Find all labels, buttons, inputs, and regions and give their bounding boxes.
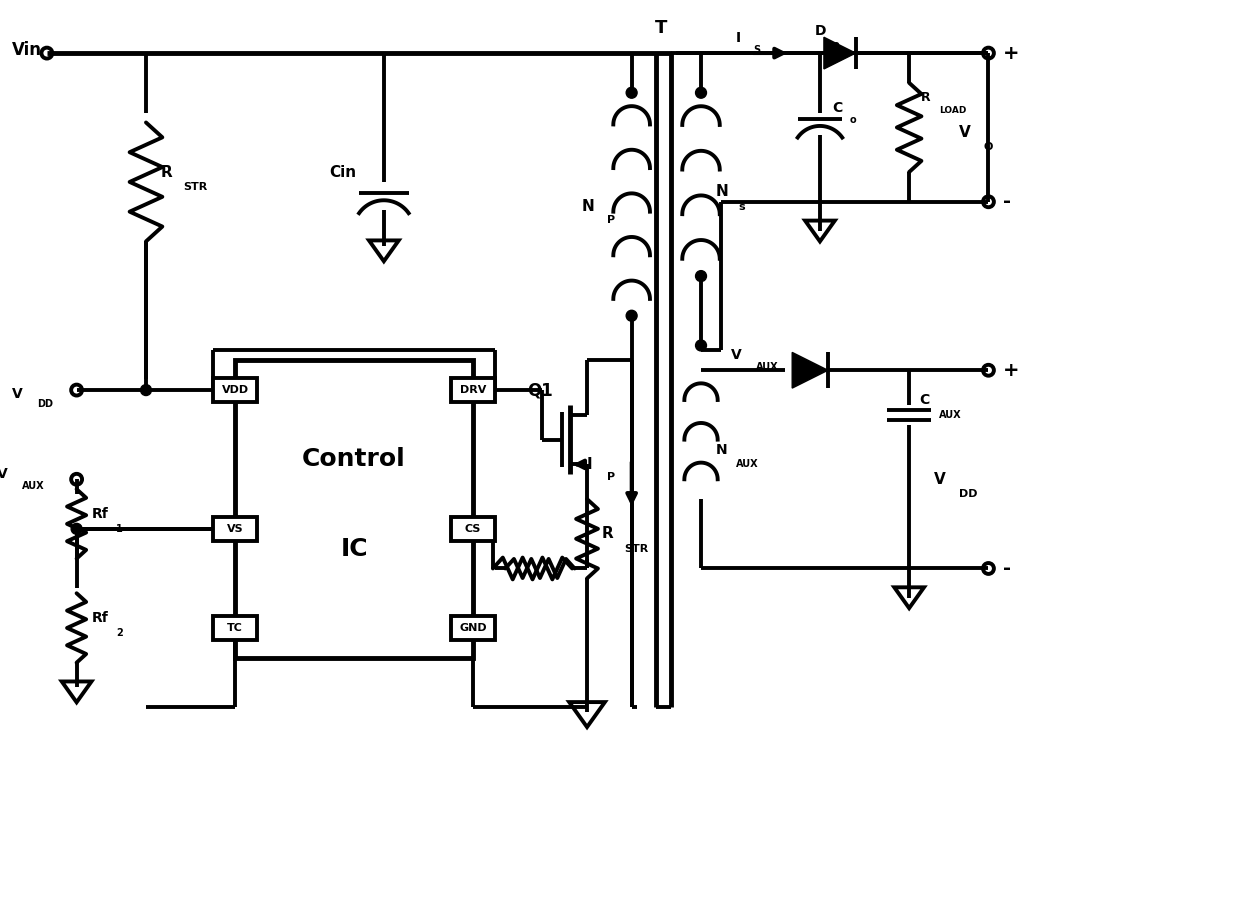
Text: DRV: DRV — [460, 385, 486, 395]
Text: C: C — [831, 101, 843, 115]
Text: STR: STR — [183, 182, 208, 192]
Text: Rf: Rf — [92, 507, 108, 521]
Text: VS: VS — [227, 524, 244, 534]
Text: AUX: AUX — [736, 459, 758, 469]
Text: P: P — [607, 215, 615, 225]
Text: C: C — [919, 393, 929, 407]
Bar — [213, 517, 258, 541]
Text: N: N — [582, 199, 595, 215]
Text: Vin: Vin — [12, 41, 42, 59]
Bar — [451, 517, 496, 541]
Polygon shape — [792, 353, 828, 388]
Text: N: N — [716, 185, 729, 199]
Text: V: V — [959, 125, 970, 140]
Bar — [213, 378, 258, 402]
Text: -: - — [1004, 559, 1011, 578]
Text: Q1: Q1 — [528, 381, 554, 399]
Text: +: + — [1004, 44, 1020, 63]
Text: V: V — [934, 472, 945, 487]
Text: o: o — [850, 115, 856, 125]
Text: N: N — [716, 443, 727, 456]
Text: +: + — [1004, 361, 1020, 380]
Bar — [235, 360, 473, 658]
Circle shape — [695, 340, 706, 351]
Text: DD: DD — [959, 489, 978, 499]
Circle shape — [695, 87, 706, 98]
Text: I: I — [736, 31, 741, 45]
Text: o: o — [833, 40, 840, 50]
Text: AUX: AUX — [756, 363, 778, 373]
Text: s: s — [738, 202, 746, 212]
Text: R: R — [921, 91, 930, 105]
Circle shape — [695, 271, 706, 282]
Text: V: V — [731, 348, 741, 363]
Circle shape — [626, 87, 637, 98]
Text: AUX: AUX — [939, 410, 961, 420]
Text: I: I — [587, 457, 592, 472]
Bar — [451, 616, 496, 640]
Text: D: D — [815, 25, 826, 38]
Text: Cin: Cin — [330, 165, 357, 180]
Text: T: T — [655, 19, 668, 37]
Circle shape — [626, 310, 637, 321]
Circle shape — [71, 524, 82, 534]
Text: O: O — [984, 142, 992, 152]
Text: CS: CS — [465, 524, 481, 534]
Text: V: V — [12, 387, 24, 401]
Text: 1: 1 — [116, 524, 123, 534]
Text: VDD: VDD — [222, 385, 249, 395]
Text: AUX: AUX — [22, 481, 45, 491]
Circle shape — [140, 385, 151, 395]
Text: Control: Control — [302, 447, 406, 472]
Text: Rf: Rf — [92, 611, 108, 625]
Text: IC: IC — [341, 536, 368, 561]
Text: GND: GND — [460, 623, 487, 633]
Text: LOAD: LOAD — [939, 106, 966, 115]
Bar — [213, 616, 258, 640]
Text: 2: 2 — [116, 628, 123, 638]
Text: S: S — [753, 45, 761, 55]
Text: V: V — [0, 467, 9, 482]
Text: DD: DD — [37, 399, 53, 409]
Text: TC: TC — [227, 623, 243, 633]
Text: P: P — [607, 473, 615, 483]
Bar — [451, 378, 496, 402]
Polygon shape — [824, 37, 856, 69]
Text: STR: STR — [624, 544, 649, 554]
Text: R: R — [602, 526, 613, 541]
Text: R: R — [161, 165, 172, 180]
Text: -: - — [1004, 193, 1011, 211]
